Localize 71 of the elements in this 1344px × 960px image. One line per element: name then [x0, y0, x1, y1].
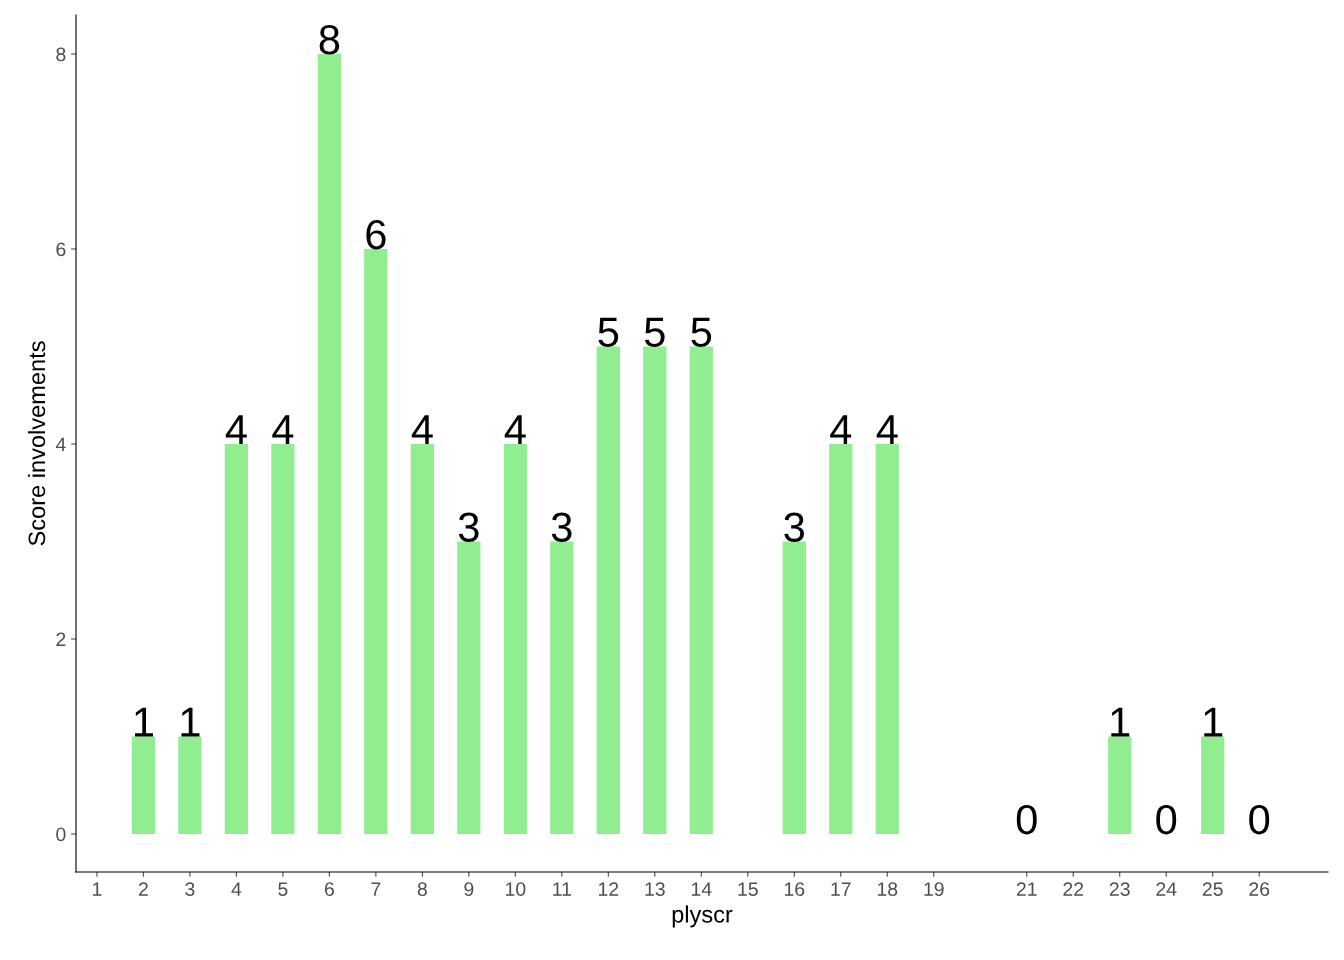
bar [131, 736, 156, 834]
data-label: 1 [1204, 707, 1223, 737]
bar [457, 541, 481, 834]
bar [782, 541, 806, 834]
data-label: 6 [366, 219, 386, 250]
bar [364, 248, 388, 834]
data-label: 8 [319, 24, 340, 55]
data-label: 5 [691, 317, 712, 347]
data-label: 4 [225, 415, 247, 444]
data-label: 4 [272, 415, 294, 444]
x-tick-label: 24 [1156, 882, 1177, 896]
data-label: 3 [551, 512, 572, 542]
data-label: 1 [181, 707, 200, 737]
y-axis-title: Score involvements [27, 341, 46, 546]
x-tick-label: 26 [1249, 882, 1270, 896]
bar [875, 443, 899, 834]
data-label: 5 [598, 317, 619, 347]
bar [503, 443, 527, 834]
bar [829, 443, 853, 834]
x-tick-label: 19 [924, 882, 944, 896]
y-tick-label: 6 [56, 242, 66, 257]
bar [596, 346, 620, 834]
x-tick-label: 9 [464, 882, 474, 896]
data-label: 4 [411, 415, 433, 444]
data-label: 4 [830, 415, 852, 444]
x-tick-label: 2 [138, 882, 148, 896]
bar [550, 541, 574, 834]
x-tick-label: 12 [598, 882, 619, 896]
data-label: 1 [135, 707, 153, 737]
x-tick-label: 17 [831, 882, 851, 896]
x-tick-label: 18 [877, 882, 898, 896]
x-tick-label: 25 [1202, 882, 1223, 896]
x-tick-label: 11 [553, 882, 571, 896]
data-label: 0 [1156, 804, 1177, 835]
x-tick-label: 4 [231, 882, 242, 896]
x-tick-label: 3 [185, 882, 195, 896]
bar [224, 443, 249, 834]
data-label: 0 [1249, 804, 1270, 835]
x-tick-label: 16 [784, 882, 805, 896]
x-tick-label: 13 [645, 882, 665, 896]
data-label: 1 [1111, 707, 1130, 737]
bar [317, 54, 341, 834]
x-tick-label: 7 [371, 882, 381, 896]
x-tick-label: 5 [278, 882, 288, 896]
bar [1108, 736, 1132, 834]
data-label: 4 [504, 415, 526, 444]
x-axis-title: plyscr [672, 905, 733, 928]
bar [271, 443, 295, 834]
y-tick-label: 4 [55, 437, 66, 452]
x-tick-label: 8 [417, 882, 427, 896]
x-tick-label: 23 [1109, 882, 1130, 896]
y-tick-label: 8 [56, 47, 66, 62]
bar [1201, 736, 1225, 834]
x-tick-label: 15 [738, 882, 758, 896]
bar [643, 346, 667, 834]
bar [410, 443, 434, 834]
y-tick-label: 0 [56, 827, 66, 842]
y-tick-label: 2 [56, 632, 66, 647]
data-label: 0 [1016, 804, 1037, 835]
data-label: 4 [876, 415, 898, 444]
x-tick-label: 10 [506, 882, 526, 896]
data-label: 3 [784, 512, 805, 542]
data-label: 3 [458, 512, 479, 542]
x-tick-label: 21 [1016, 882, 1037, 896]
data-label: 5 [644, 317, 665, 347]
x-tick-label: 14 [691, 882, 712, 896]
bar [178, 736, 202, 834]
x-tick-label: 6 [324, 882, 334, 896]
x-tick-label: 1 [93, 882, 102, 896]
x-tick-label: 22 [1063, 882, 1084, 896]
bar [689, 346, 713, 834]
